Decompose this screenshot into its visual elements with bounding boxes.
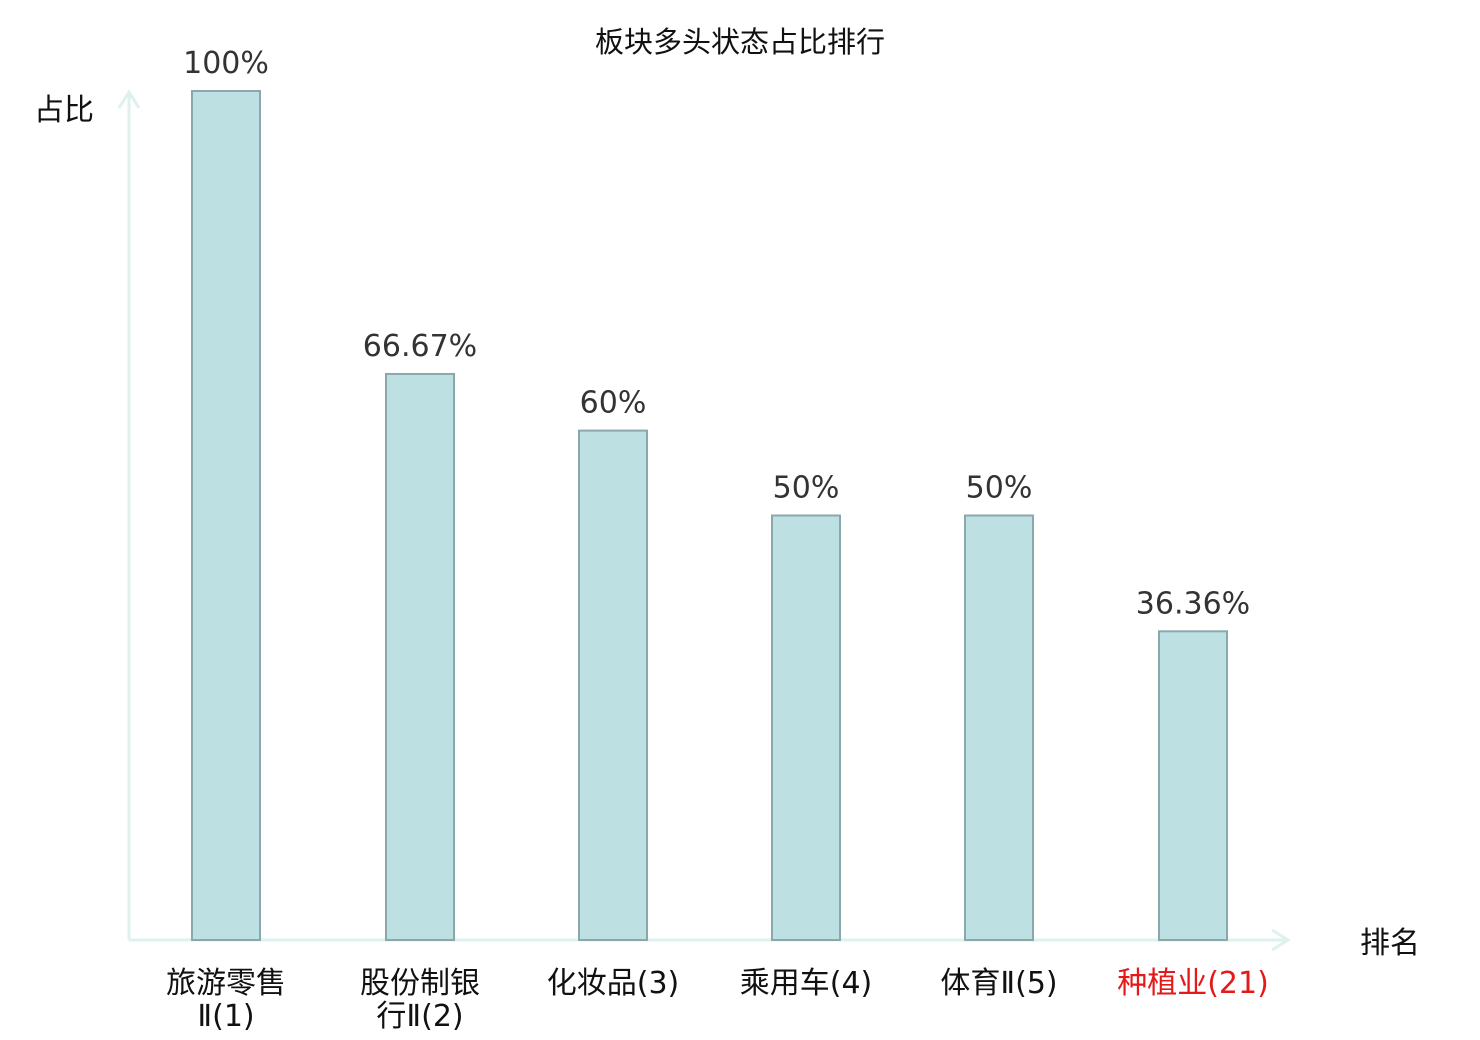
x-axis-label: 排名 [1360, 926, 1420, 961]
bar-value-label-3: 60% [580, 386, 647, 421]
category-label-line: 化妆品(3) [547, 966, 680, 1001]
category-label-2: 股份制银行Ⅱ(2) [360, 966, 480, 1034]
category-label-line: 体育Ⅱ(5) [940, 966, 1057, 1001]
bar-5 [964, 514, 1034, 941]
bar-value-label-5: 50% [966, 471, 1033, 506]
bar-value-label-6: 36.36% [1136, 586, 1250, 621]
category-label-line: 股份制银 [360, 966, 480, 1001]
y-axis-label: 占比 [34, 93, 94, 128]
value-labels-group: 100% 66.67% 60% 50% 50% 36.36% [183, 46, 1250, 621]
x-axis-arrow [1271, 928, 1291, 952]
bar-value-label-4: 50% [773, 471, 840, 506]
category-label-3: 化妆品(3) [547, 966, 680, 1001]
bar-value-label-2: 66.67% [363, 329, 477, 364]
bar-value-label-1: 100% [183, 46, 269, 81]
category-label-1: 旅游零售 Ⅱ(1) [166, 966, 286, 1034]
category-label-line: Ⅱ(1) [197, 999, 254, 1034]
category-label-5: 体育Ⅱ(5) [940, 966, 1057, 1001]
chart-title: 板块多头状态占比排行 [595, 25, 885, 59]
category-label-line: 种植业(21) [1117, 966, 1269, 1001]
bars-group [191, 90, 1228, 942]
bar-1 [191, 90, 261, 941]
bar-2 [385, 372, 455, 942]
category-label-line: 旅游零售 [166, 966, 286, 1001]
category-label-line: 行Ⅱ(2) [376, 999, 463, 1034]
category-labels-group: 旅游零售 Ⅱ(1) 股份制银行Ⅱ(2) 化妆品(3) 乘用车(4) 体育Ⅱ(5) 种植业(2… [166, 966, 1269, 1034]
y-axis-arrow [117, 89, 141, 109]
category-label-line: 乘用车(4) [740, 966, 873, 1001]
category-label-4: 乘用车(4) [740, 966, 873, 1001]
category-label-6: 种植业(21) [1117, 966, 1269, 1001]
bar-4 [771, 514, 841, 941]
axes [117, 89, 1291, 952]
bar-6 [1158, 630, 1228, 941]
bar-3 [578, 429, 648, 941]
